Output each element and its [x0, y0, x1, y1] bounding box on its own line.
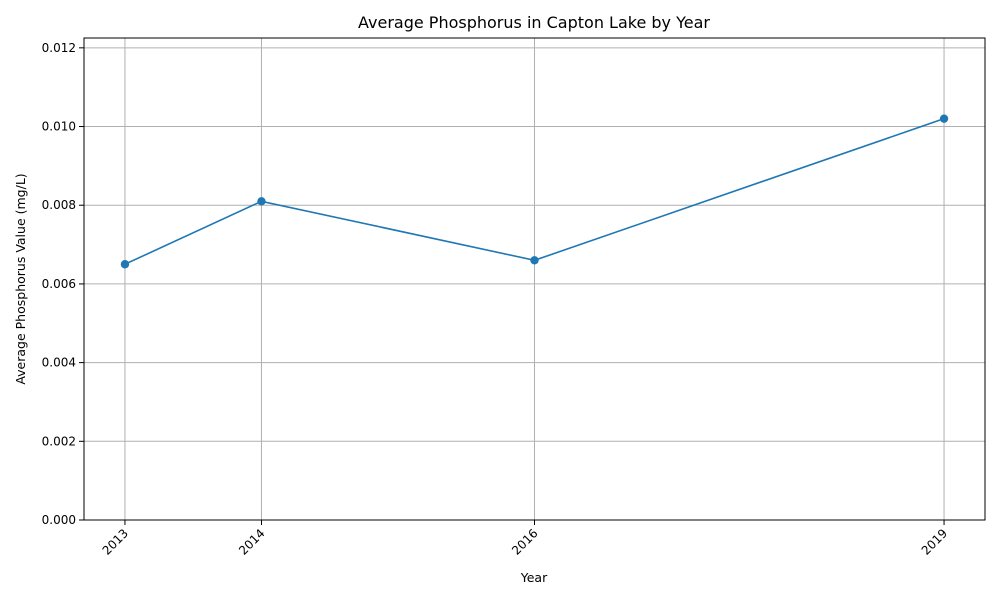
y-tick-label: 0.008: [42, 198, 76, 212]
chart-title: Average Phosphorus in Capton Lake by Yea…: [358, 13, 710, 32]
y-axis-label: Average Phosphorus Value (mg/L): [13, 173, 28, 384]
data-point: [939, 114, 949, 123]
y-tick-label: 0.012: [42, 41, 76, 55]
data-point: [257, 197, 266, 206]
y-tick-label: 0.002: [42, 434, 76, 448]
series-layer: [120, 114, 949, 269]
x-axis-label: Year: [520, 570, 548, 585]
y-tick-label: 0.004: [42, 356, 76, 370]
y-tick-label: 0.006: [42, 277, 76, 291]
y-tick-label: 0.010: [42, 120, 76, 134]
series-line: [124, 117, 945, 265]
data-point: [120, 260, 130, 269]
plot-frame: [83, 37, 986, 521]
data-point: [530, 256, 539, 265]
y-tick-label: 0.000: [42, 513, 76, 527]
